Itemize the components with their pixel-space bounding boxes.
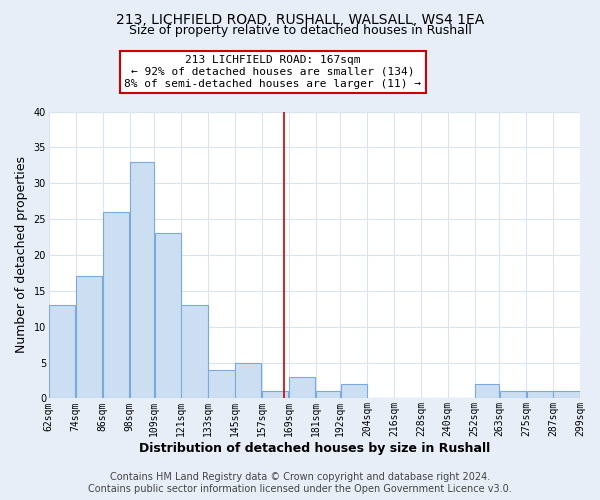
Bar: [475, 384, 499, 398]
Text: 213 LICHFIELD ROAD: 167sqm
← 92% of detached houses are smaller (134)
8% of semi: 213 LICHFIELD ROAD: 167sqm ← 92% of deta…: [124, 56, 421, 88]
Text: Contains HM Land Registry data © Crown copyright and database right 2024.
Contai: Contains HM Land Registry data © Crown c…: [88, 472, 512, 494]
Bar: [208, 370, 235, 398]
Bar: [316, 391, 340, 398]
Bar: [130, 162, 154, 398]
Text: 213, LICHFIELD ROAD, RUSHALL, WALSALL, WS4 1EA: 213, LICHFIELD ROAD, RUSHALL, WALSALL, W…: [116, 12, 484, 26]
Bar: [155, 234, 181, 398]
Bar: [49, 305, 76, 398]
Bar: [181, 305, 208, 398]
Bar: [341, 384, 367, 398]
Text: Size of property relative to detached houses in Rushall: Size of property relative to detached ho…: [128, 24, 472, 37]
Bar: [262, 391, 289, 398]
Bar: [76, 276, 102, 398]
Bar: [235, 362, 262, 398]
Bar: [553, 391, 580, 398]
Bar: [500, 391, 526, 398]
Y-axis label: Number of detached properties: Number of detached properties: [15, 156, 28, 354]
Bar: [289, 377, 315, 398]
Bar: [103, 212, 129, 398]
X-axis label: Distribution of detached houses by size in Rushall: Distribution of detached houses by size …: [139, 442, 490, 455]
Bar: [527, 391, 553, 398]
